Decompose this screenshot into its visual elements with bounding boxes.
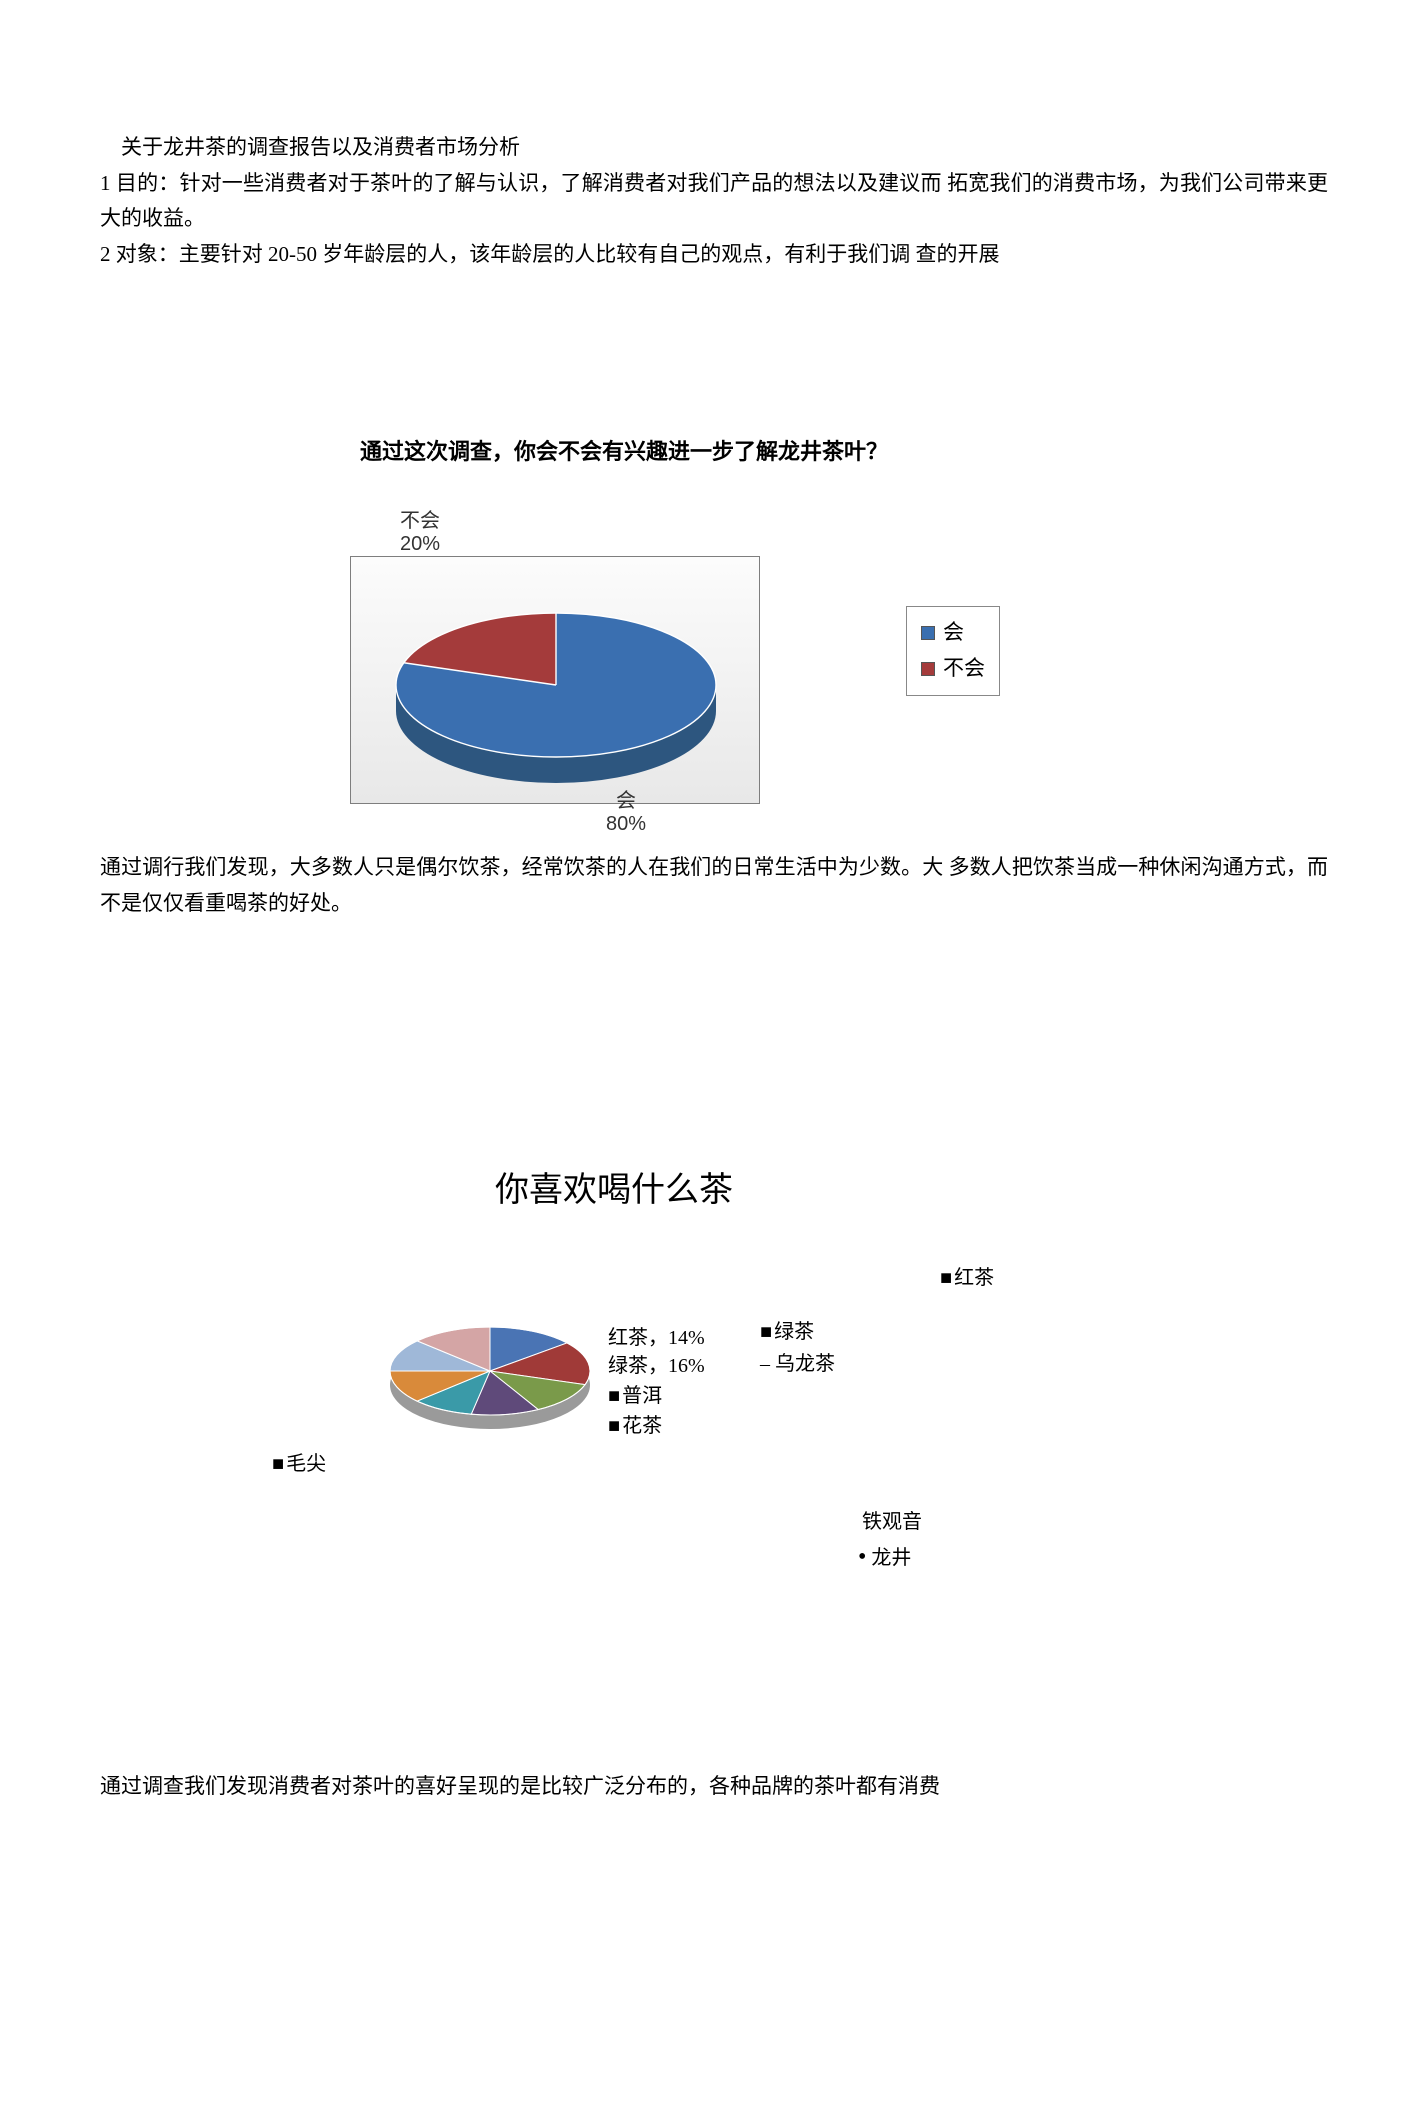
legend-row-yes: 会 bbox=[921, 615, 985, 651]
legend-row-no: 不会 bbox=[921, 651, 985, 687]
legend-text-yes: 会 bbox=[943, 615, 964, 651]
legend-longjing: 龙井 bbox=[858, 1537, 911, 1578]
chart1-plot-area bbox=[350, 556, 760, 804]
legend-tieguanyin: 铁观音 bbox=[862, 1505, 922, 1539]
legend-swatch-yes bbox=[921, 626, 935, 640]
legend-red: 红茶 bbox=[940, 1261, 994, 1295]
chart2-title: 你喜欢喝什么茶 bbox=[0, 1162, 1328, 1220]
paragraph-target: 2 对象：主要针对 20-50 岁年龄层的人，该年龄层的人比较有自己的观点，有利… bbox=[100, 237, 1328, 273]
paragraph-purpose: 1 目的：针对一些消费者对于茶叶的了解与认识，了解消费者对我们产品的想法以及建议… bbox=[100, 166, 1328, 237]
chart1-label-no-pct: 20% bbox=[400, 533, 440, 555]
chart1-label-yes-name: 会 bbox=[616, 790, 636, 812]
legend-swatch-no bbox=[921, 662, 935, 676]
legend-oolong: 乌龙茶 bbox=[760, 1347, 835, 1381]
callout-green: 绿茶，16% bbox=[608, 1349, 705, 1383]
legend-puer: 普洱 bbox=[608, 1379, 662, 1413]
legend-green: 绿茶 bbox=[760, 1315, 814, 1349]
chart1-pie-svg bbox=[351, 557, 761, 805]
paragraph-mid: 通过调行我们发现，大多数人只是偶尔饮茶，经常饮茶的人在我们的日常生活中为少数。大… bbox=[100, 850, 1328, 921]
chart1-container: 不会 20% 会 80% 会 不会 bbox=[320, 510, 1000, 850]
chart1-legend: 会 不会 bbox=[906, 606, 1000, 695]
chart1-label-no: 不会 20% bbox=[400, 510, 440, 556]
chart1-title: 通过这次调查，你会不会有兴趣进一步了解龙井茶叶？ bbox=[0, 433, 1328, 470]
doc-title: 关于龙井茶的调查报告以及消费者市场分析 bbox=[100, 130, 1328, 166]
chart1-label-yes-pct: 80% bbox=[606, 813, 646, 835]
chart1-label-no-name: 不会 bbox=[400, 510, 440, 532]
legend-flower: 花茶 bbox=[608, 1409, 662, 1443]
legend-maojian: 毛尖 bbox=[272, 1447, 326, 1481]
paragraph-end: 通过调查我们发现消费者对茶叶的喜好呈现的是比较广泛分布的，各种品牌的茶叶都有消费 bbox=[100, 1769, 1328, 1805]
chart1-label-yes: 会 80% bbox=[606, 790, 646, 836]
chart2-pie-svg bbox=[380, 1313, 600, 1443]
chart2-container: 红茶，14% 绿茶，16% 红茶 绿茶 乌龙茶 普洱 花茶 毛尖 铁观音 龙井 bbox=[220, 1249, 1120, 1589]
legend-text-no: 不会 bbox=[943, 651, 985, 687]
pie2-slices bbox=[390, 1327, 590, 1415]
